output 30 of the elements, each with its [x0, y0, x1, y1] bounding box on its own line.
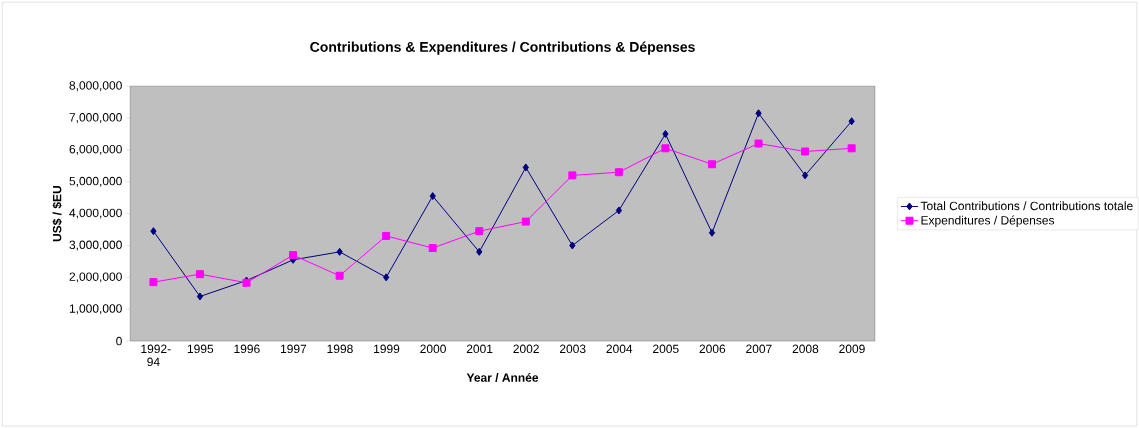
y-tick-label: 1,000,000 — [69, 304, 122, 315]
chart-title: Contributions & Expenditures / Contributions & Dépenses — [310, 41, 695, 55]
x-tick-label: 2009 — [839, 344, 865, 353]
legend-label: Total Contributions / Contributions totale — [920, 201, 1133, 211]
x-tick-label: 2005 — [653, 344, 679, 353]
y-axis-title: US$ / $EU — [52, 185, 63, 242]
y-tick-label: 7,000,000 — [69, 112, 122, 123]
x-tick-label: 1997 — [280, 344, 307, 353]
x-tick-label: 2004 — [606, 344, 633, 353]
y-tick-label: 3,000,000 — [69, 240, 122, 251]
x-tick-label: 2001 — [466, 344, 493, 353]
x-tick-label: 1995 — [187, 344, 214, 353]
x-tick-label: 1998 — [327, 344, 353, 353]
y-tick-label: 4,000,000 — [69, 208, 122, 219]
x-tick-label: 1992-94 — [141, 344, 171, 366]
y-tick-label: 5,000,000 — [69, 176, 122, 187]
y-tick-label: 8,000,000 — [69, 81, 122, 92]
x-tick-label: 2008 — [792, 344, 819, 353]
x-tick-label: 2006 — [699, 344, 726, 353]
x-tick-label: 2003 — [559, 344, 586, 353]
x-tick-label: 1996 — [234, 344, 260, 353]
y-tick-label: 0 — [116, 336, 122, 346]
x-tick-label: 2007 — [746, 344, 772, 353]
x-tick-label: 1999 — [374, 344, 400, 353]
x-tick-label: 2002 — [513, 344, 539, 353]
y-tick-label: 6,000,000 — [69, 144, 122, 155]
y-tick-label: 2,000,000 — [69, 272, 122, 283]
x-tick-label: 2000 — [420, 344, 446, 353]
x-axis-title: Year / Année — [466, 372, 539, 382]
legend-label: Expenditures / Dépenses — [921, 215, 1055, 227]
